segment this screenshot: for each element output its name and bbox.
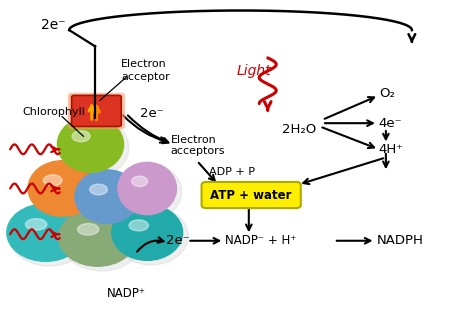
Ellipse shape [30, 163, 101, 221]
Ellipse shape [26, 219, 47, 230]
Ellipse shape [114, 207, 188, 265]
Text: 4e⁻: 4e⁻ [379, 117, 402, 130]
Ellipse shape [118, 162, 176, 215]
Text: 2e⁻: 2e⁻ [140, 107, 164, 120]
Text: NADP⁻ + H⁺: NADP⁻ + H⁺ [225, 234, 297, 247]
Text: Chlorophyll: Chlorophyll [22, 107, 85, 117]
Ellipse shape [129, 220, 148, 231]
Ellipse shape [28, 161, 96, 216]
Ellipse shape [77, 172, 145, 228]
Ellipse shape [90, 184, 108, 195]
Text: 2e⁻: 2e⁻ [41, 18, 65, 32]
Text: O₂: O₂ [379, 87, 395, 100]
Ellipse shape [112, 205, 182, 260]
Text: 2e⁻: 2e⁻ [166, 234, 190, 247]
FancyBboxPatch shape [72, 95, 121, 126]
Text: acceptors: acceptors [171, 146, 225, 156]
Ellipse shape [77, 224, 99, 235]
Ellipse shape [9, 206, 90, 266]
Text: Electron: Electron [171, 134, 217, 145]
Text: 4H⁺: 4H⁺ [379, 143, 404, 156]
Ellipse shape [59, 209, 137, 266]
Ellipse shape [75, 170, 139, 223]
Text: NADP⁺: NADP⁺ [107, 287, 146, 299]
Text: ADP + P: ADP + P [209, 167, 255, 177]
FancyBboxPatch shape [68, 93, 125, 129]
Ellipse shape [61, 211, 142, 271]
Ellipse shape [7, 204, 84, 261]
FancyBboxPatch shape [201, 182, 301, 208]
Text: ATP + water: ATP + water [210, 189, 292, 201]
Text: acceptor: acceptor [121, 72, 170, 82]
Text: NADPH: NADPH [376, 234, 423, 247]
Ellipse shape [57, 117, 124, 172]
Text: Light: Light [237, 64, 272, 78]
Text: Electron: Electron [121, 59, 167, 70]
Ellipse shape [43, 175, 62, 186]
Ellipse shape [72, 131, 90, 142]
Ellipse shape [132, 176, 148, 187]
Text: 2H₂O: 2H₂O [282, 123, 316, 136]
Ellipse shape [60, 118, 129, 177]
Ellipse shape [120, 164, 182, 219]
